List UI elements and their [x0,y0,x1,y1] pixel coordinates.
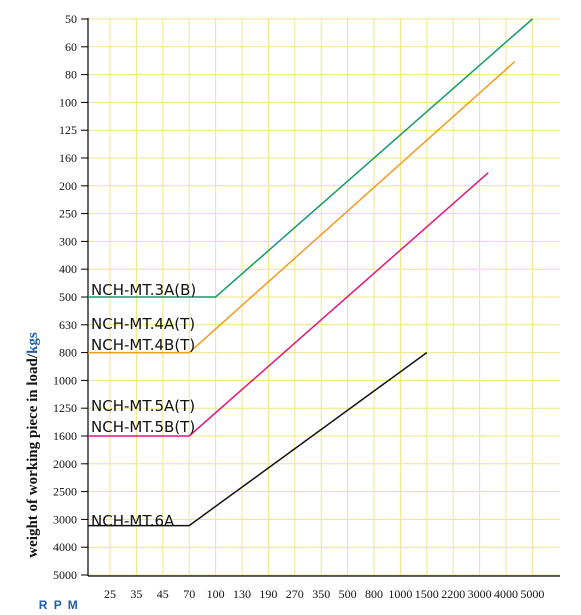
x-tick-label: 45 [157,587,169,601]
y-tick-label: 2500 [53,485,77,499]
y-tick-label: 80 [65,68,77,82]
y-tick-label: 250 [59,207,77,221]
series-lines [88,18,533,527]
y-tick-label: 100 [59,95,77,109]
y-axis-label-unit: kgs [25,332,41,354]
y-tick-label: 400 [59,262,77,276]
series-label-3a-b: NCH-MT.3A(B) [91,281,196,299]
x-tick-label: 350 [312,587,330,601]
y-tick-label: 125 [59,123,77,137]
y-tick-label: 3000 [53,512,77,526]
x-tick-label: 130 [233,587,251,601]
y-tick-labels: 50 60 80 100 125 160 200 250 300 400 500 630 800 1000… [53,12,77,582]
series-label-5a-t: NCH-MT.5A(T) [91,397,195,415]
y-tick-label: 300 [59,234,77,248]
series-line-5 [88,351,428,527]
y-axis-label: weight of working piece in load/kgs [25,332,41,558]
y-tick-label: 1600 [53,429,77,443]
grid [88,18,560,576]
series-labels: NCH-MT.3A(B) NCH-MT.4A(T) NCH-MT.4B(T) N… [91,281,196,530]
x-tick-label: 4000 [494,587,518,601]
series-label-4b-t: NCH-MT.4B(T) [91,336,195,354]
y-tick-label: 160 [59,151,77,165]
y-tick-label: 2000 [53,457,77,471]
x-tick-label: 1500 [415,587,439,601]
x-tick-label: 270 [286,587,304,601]
x-tick-label: 1000 [388,587,412,601]
y-tick-label: 5000 [53,568,77,582]
y-tick-label: 1000 [53,373,77,387]
y-tick-label: 4000 [53,540,77,554]
y-tick-label: 1250 [53,401,77,415]
y-tick-label: 500 [59,290,77,304]
series-label-5b-t: NCH-MT.5B(T) [91,418,195,436]
x-tick-label: 100 [207,587,225,601]
y-tick-label: 200 [59,179,77,193]
x-tick-labels: 25 35 45 70 100 130 190 270 350 500 800 1000 1500 220… [104,587,544,601]
series-line-0 [88,18,533,298]
x-tick-label: 25 [104,587,116,601]
y-tick-label: 630 [59,318,77,332]
x-axis-label: R P M [39,598,80,612]
y-tick-label: 60 [65,40,77,54]
x-tick-label: 35 [130,587,142,601]
x-tick-label: 5000 [520,587,544,601]
x-tick-label: 2200 [441,587,465,601]
series-line-4 [88,172,489,437]
x-tick-label: 70 [183,587,195,601]
y-axis-label-text: weight of working piece in load/ [25,353,41,558]
x-tick-label: 3000 [468,587,492,601]
y-tick-label: 50 [65,12,77,26]
series-label-4a-t: NCH-MT.4A(T) [91,315,195,333]
x-tick-label: 500 [339,587,357,601]
y-tick-label: 800 [59,346,77,360]
series-label-6a: NCH-MT.6A [91,512,175,530]
x-tick-label: 190 [259,587,277,601]
x-tick-label: 800 [365,587,383,601]
series-line-2 [88,61,516,354]
